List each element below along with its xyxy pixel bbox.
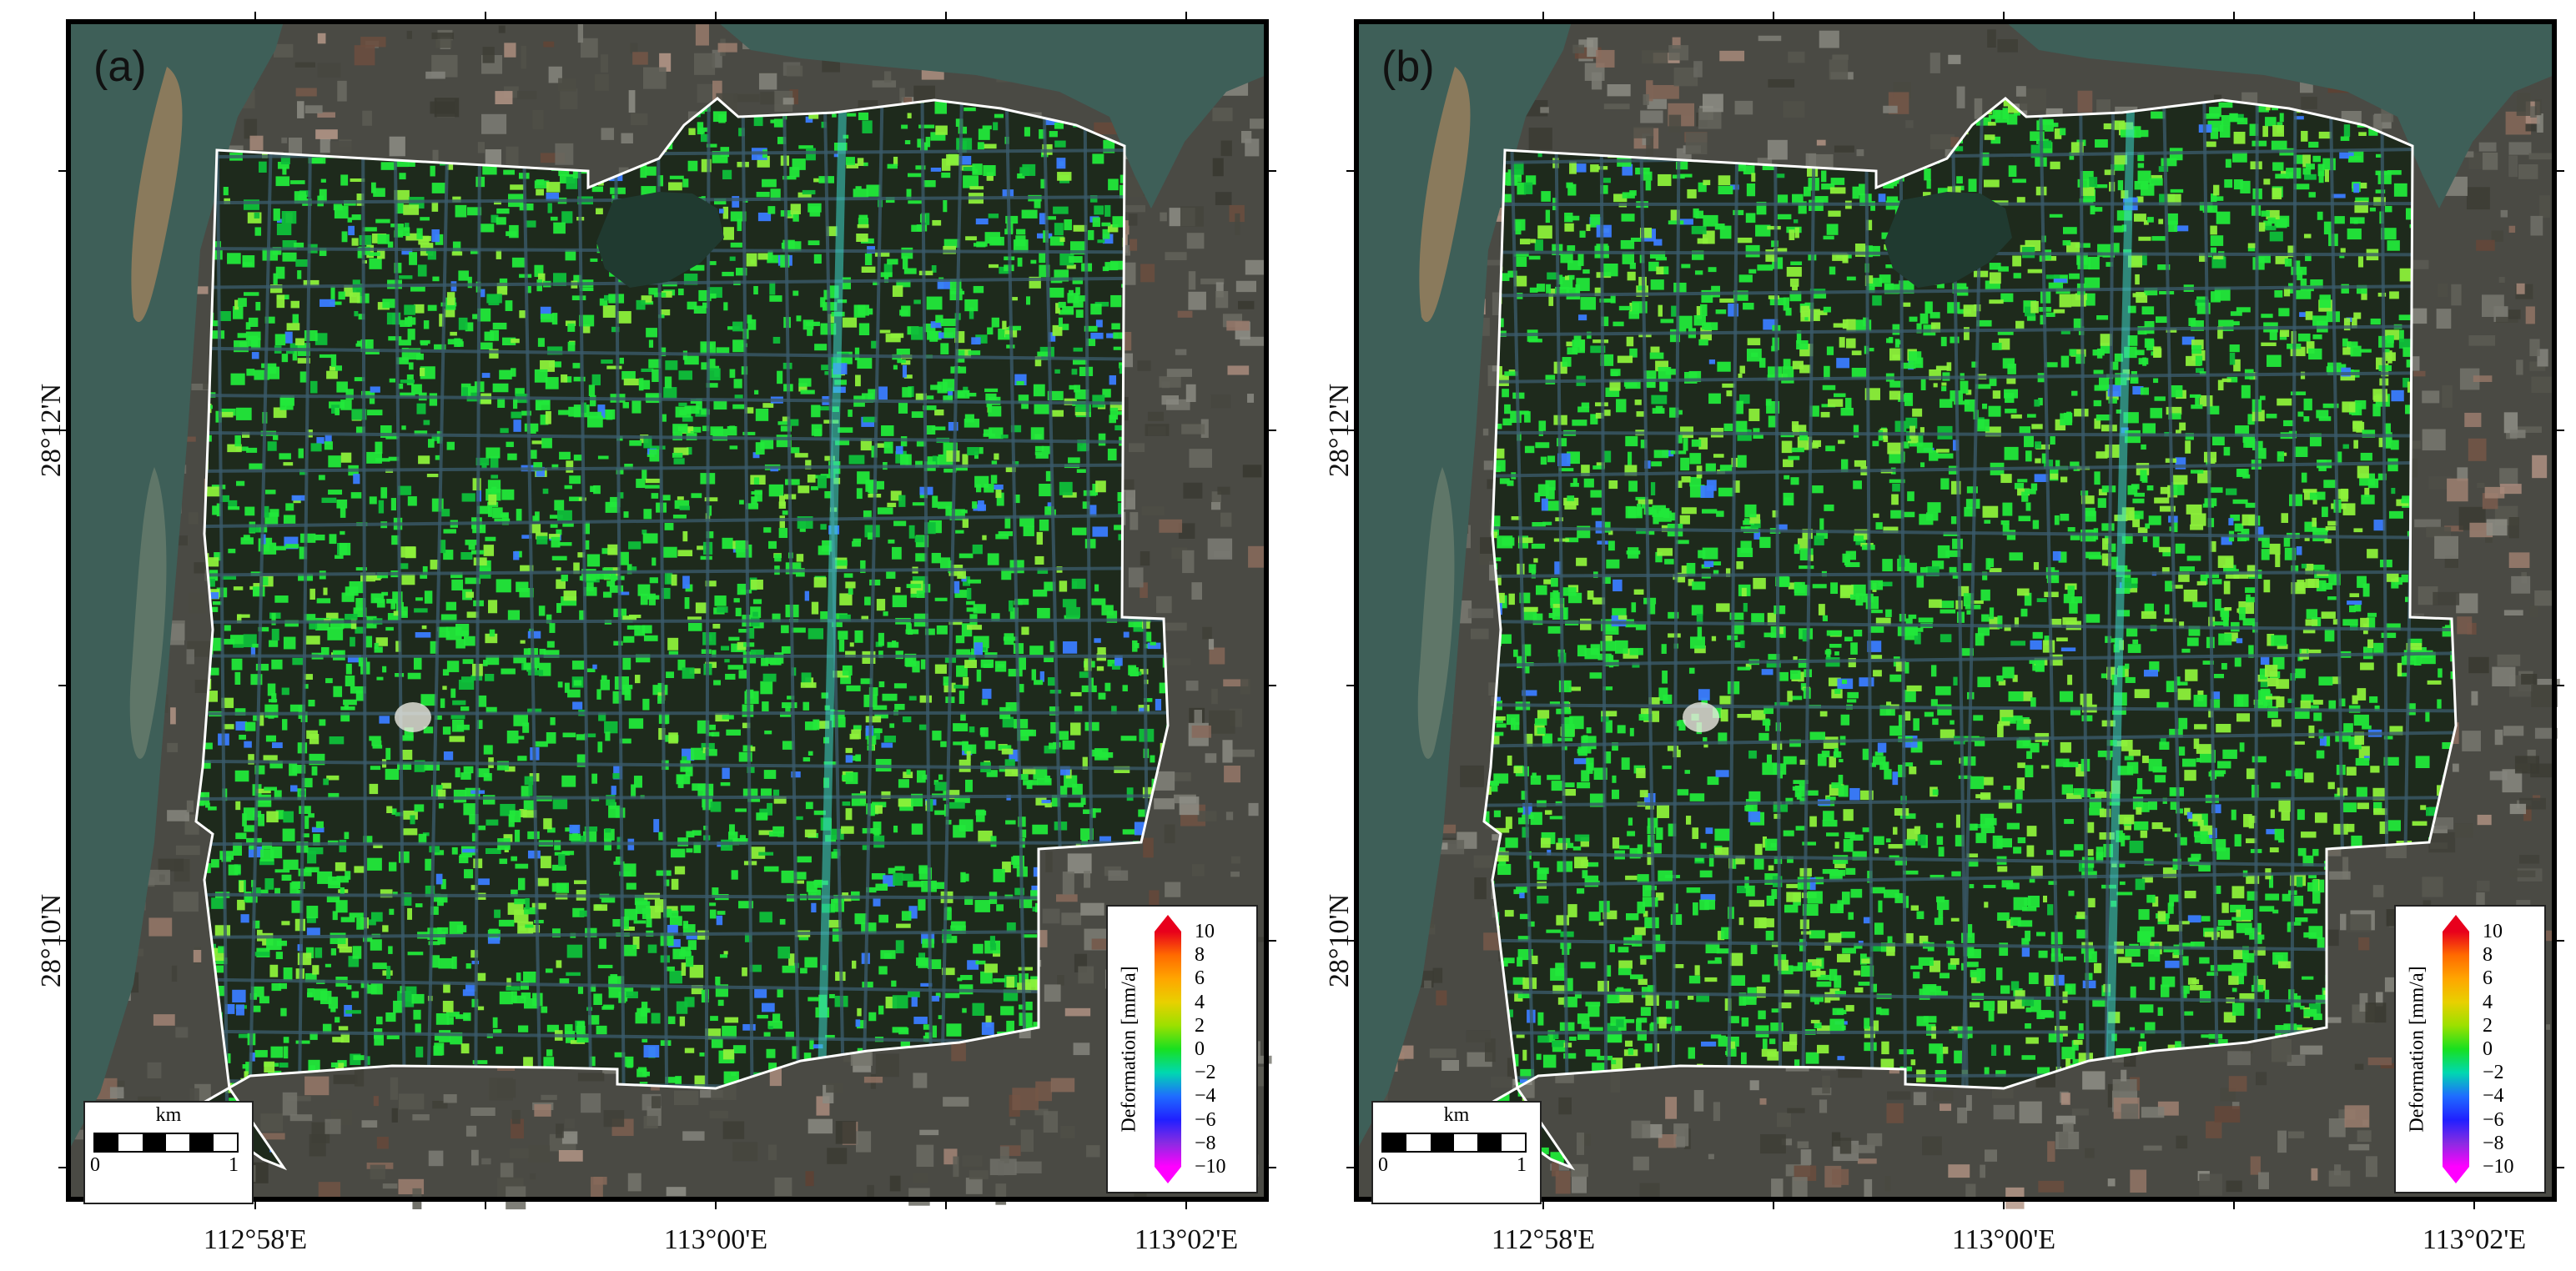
legend-tick-label: 8 <box>1195 944 1205 967</box>
longitude-label-2: 113°00'E <box>663 1224 768 1255</box>
longitude-label-1: 112°58'E <box>203 1224 308 1255</box>
map-canvas <box>58 12 1276 1210</box>
legend-tick-label: −6 <box>2483 1108 2504 1131</box>
colorbar-max-arrow <box>2443 915 2469 932</box>
colorbar-min-arrow <box>2443 1167 2469 1183</box>
color-bar <box>2443 915 2469 1183</box>
colorbar-max-arrow <box>1155 915 1181 932</box>
legend-tick-label: −8 <box>2483 1132 2504 1154</box>
legend-tick-label: 8 <box>2483 944 2493 967</box>
legend-tick-label: 2 <box>2483 1014 2493 1037</box>
deformation-legend: Deformation [mm/a] 10 8 6 4 2 0 −2 −4 −6 −8 −10 <box>2394 905 2546 1193</box>
legend-tick-label: 10 <box>1195 921 1215 942</box>
legend-tick-label: −10 <box>2483 1156 2514 1178</box>
legend-tick-label: −6 <box>1195 1108 1216 1131</box>
scale-bar: km 0 1 <box>83 1101 254 1204</box>
scale-bar-segments <box>1381 1133 1527 1153</box>
scale-bar-start: 0 <box>1378 1154 1388 1176</box>
scale-bar: km 0 1 <box>1371 1101 1542 1204</box>
panel-label: (b) <box>1381 43 1435 91</box>
legend-tick-label: −10 <box>1195 1156 1226 1178</box>
latitude-label-2: 28°10'N <box>36 893 67 988</box>
legend-tick-label: −2 <box>1195 1062 1216 1084</box>
latitude-label-2: 28°10'N <box>1324 893 1355 988</box>
legend-tick-label: −4 <box>2483 1085 2504 1108</box>
latitude-label-1: 28°12'N <box>1324 383 1355 478</box>
latitude-label-1: 28°12'N <box>36 383 67 478</box>
xiang-river <box>68 22 1266 1151</box>
map-panel-a: (a) 112°58'E 113°00'E 113°02'E 28°12'N 2… <box>36 12 1276 1255</box>
scale-bar-start: 0 <box>90 1154 100 1176</box>
legend-tick-label: 0 <box>1195 1038 1205 1060</box>
xiang-river <box>1356 22 2554 1151</box>
map-frame-ticks <box>1346 12 2564 1209</box>
scale-bar-unit: km <box>155 1104 182 1126</box>
legend-tick-label: −2 <box>2483 1062 2504 1084</box>
longitude-label-3: 113°02'E <box>1134 1224 1239 1255</box>
scale-bar-unit: km <box>1443 1104 1470 1126</box>
map-panel-b: (b) 112°58'E 113°00'E 113°02'E 28°12'N 2… <box>1288 0 2576 1271</box>
legend-tick-label: −4 <box>1195 1085 1216 1108</box>
study-area-deformation <box>1477 97 2458 1171</box>
legend-tick-label: 4 <box>2483 991 2493 1013</box>
longitude-label-1: 112°58'E <box>1491 1224 1596 1255</box>
deformation-legend: Deformation [mm/a] 10 8 6 4 2 0 −2 −4 −6 −8 −10 <box>1106 905 1258 1193</box>
scale-bar-segments <box>93 1133 239 1153</box>
legend-tick-label: 10 <box>2483 921 2503 942</box>
map-frame-ticks <box>58 12 1276 1209</box>
color-bar <box>1155 915 1181 1183</box>
panel-label: (a) <box>93 43 147 91</box>
longitude-label-3: 113°02'E <box>2422 1224 2527 1255</box>
map-canvas <box>1346 12 2564 1209</box>
legend-tick-label: 6 <box>2483 967 2493 990</box>
legend-tick-label: −8 <box>1195 1132 1216 1154</box>
legend-tick-label: 6 <box>1195 967 1205 990</box>
colorbar-gradient <box>1155 932 1181 1167</box>
colorbar-min-arrow <box>1155 1167 1181 1183</box>
colorbar-gradient <box>2443 932 2469 1167</box>
scale-bar-end: 1 <box>1517 1154 1527 1176</box>
longitude-label-2: 113°00'E <box>1951 1224 2056 1255</box>
legend-tick-label: 2 <box>1195 1014 1205 1037</box>
legend-tick-label: 4 <box>1195 991 1205 1013</box>
scale-bar-end: 1 <box>229 1154 239 1176</box>
legend-title: Deformation [mm/a] <box>1118 966 1140 1133</box>
legend-tick-label: 0 <box>2483 1038 2493 1060</box>
legend-title: Deformation [mm/a] <box>2406 966 2428 1133</box>
study-area-deformation <box>189 97 1170 1171</box>
